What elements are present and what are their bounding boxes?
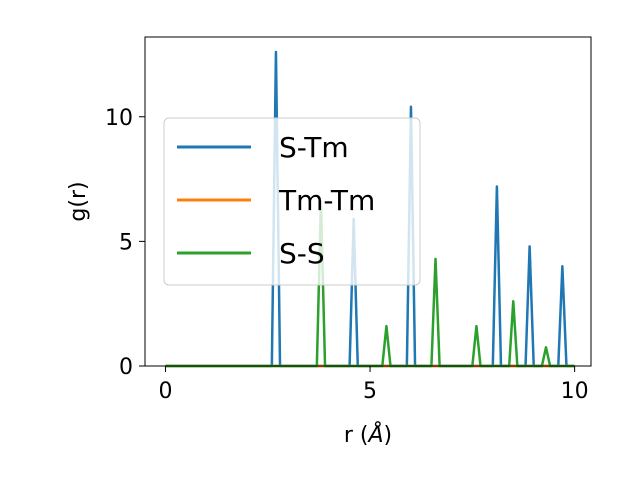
x-tick-label: 0 <box>158 379 172 404</box>
ticks-layer: 0 5 10 0 5 10 <box>105 106 589 404</box>
plot-frame <box>144 36 592 367</box>
legend-label: Tm-Tm <box>278 184 375 217</box>
legend: S-Tm Tm-Tm S-S <box>163 117 421 286</box>
x-axis-label-suffix: ) <box>384 423 393 448</box>
x-axis-label-prefix: r ( <box>344 423 369 448</box>
legend-label: S-Tm <box>279 131 349 164</box>
legend-label: S-S <box>279 237 325 270</box>
x-axis-label: r (Å) <box>344 421 392 448</box>
legend-box <box>163 117 421 286</box>
x-tick-label: 10 <box>561 379 589 404</box>
y-tick-label: 10 <box>105 106 133 131</box>
x-tick-label: 5 <box>363 379 377 404</box>
y-tick-label: 5 <box>119 230 133 255</box>
x-axis-label-unit: Å <box>366 421 383 448</box>
y-tick-label: 0 <box>119 355 133 380</box>
y-axis-label: g(r) <box>66 181 91 221</box>
